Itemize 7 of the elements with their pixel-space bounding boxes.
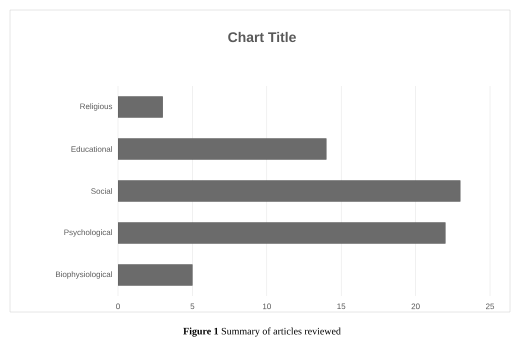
bar [118,180,460,202]
bar [118,222,446,244]
bar [118,96,163,118]
text: Figure 1 Summary of articles reviewed [183,327,341,337]
bar [118,138,327,160]
chart-title: Chart Title [228,32,296,42]
bar [118,264,193,286]
